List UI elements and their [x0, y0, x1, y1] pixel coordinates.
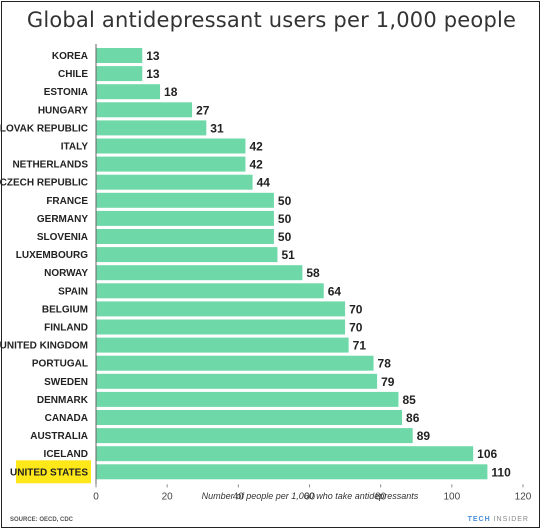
value-label: 110 [491, 465, 511, 479]
bar [96, 120, 207, 136]
value-label: 78 [378, 357, 392, 371]
x-axis: 0 20 40 60 80 100 120 [93, 44, 532, 502]
bar [96, 301, 346, 317]
value-label: 13 [146, 67, 160, 81]
value-label: 64 [328, 284, 342, 298]
value-label: 86 [406, 411, 420, 425]
value-label: 27 [196, 103, 210, 117]
category-label: UNITED STATES [10, 467, 88, 478]
category-label: PORTUGAL [32, 359, 88, 370]
x-tick-label: 100 [443, 491, 460, 502]
category-label: ITALY [61, 142, 89, 153]
category-label: NORWAY [44, 268, 88, 279]
value-label: 50 [278, 212, 292, 226]
value-label: 106 [477, 447, 497, 461]
value-label: 50 [278, 230, 292, 244]
x-tick-label: 80 [375, 491, 387, 502]
x-tick-label: 20 [162, 491, 174, 502]
category-label: CZECH REPUBLIC [0, 178, 88, 189]
bar [96, 210, 274, 226]
bar [96, 192, 274, 208]
bar [96, 84, 161, 100]
value-label: 79 [381, 375, 395, 389]
category-label: UNITED KINGDOM [0, 341, 88, 352]
bars-layer: KOREA 13 CHILE 13 ESTONIA 18 HUNGARY 27 SLOVAK R… [0, 48, 511, 484]
bar [96, 337, 349, 353]
bar [96, 229, 274, 244]
category-label: FRANCE [46, 196, 88, 207]
value-label: 71 [353, 339, 367, 353]
bar [96, 66, 143, 82]
x-tick-label: 120 [515, 491, 532, 502]
category-label: HUNGARY [38, 105, 89, 116]
value-label: 44 [257, 176, 271, 190]
bar [96, 410, 403, 425]
highlight-box [16, 460, 91, 484]
value-label: 58 [306, 266, 320, 280]
bar [96, 373, 378, 389]
x-tick-label: 60 [304, 491, 316, 502]
category-label: SLOVAK REPUBLIC [0, 123, 88, 134]
value-label: 89 [417, 429, 431, 443]
bar [96, 138, 246, 154]
category-label: SWEDEN [44, 377, 88, 388]
bar [96, 283, 324, 299]
value-label: 85 [402, 393, 416, 407]
x-tick-label: 40 [233, 491, 245, 502]
value-label: 18 [164, 85, 178, 99]
bar [96, 102, 193, 118]
value-label: 70 [349, 321, 363, 335]
category-label: ESTONIA [44, 87, 88, 98]
bar [96, 446, 474, 462]
brand-part-1: TECH [467, 516, 491, 523]
value-label: 31 [210, 121, 224, 135]
category-label: FINLAND [44, 323, 88, 334]
bar [96, 48, 143, 63]
x-tick-label: 0 [93, 491, 99, 502]
category-label: CANADA [45, 413, 88, 424]
brand-logo: TECH INSIDER [468, 516, 529, 523]
category-label: SPAIN [58, 286, 88, 297]
category-label: CHILE [58, 69, 88, 80]
category-label: DENMARK [37, 395, 89, 406]
bar [96, 391, 399, 407]
category-label: KOREA [52, 51, 88, 62]
bar [96, 247, 278, 263]
bar [96, 464, 488, 480]
bar [96, 355, 374, 371]
value-label: 42 [249, 158, 263, 172]
bar [96, 156, 246, 172]
brand-part-2: INSIDER [493, 516, 529, 523]
value-label: 42 [249, 140, 263, 154]
bar [96, 174, 253, 190]
category-label: SLOVENIA [37, 232, 88, 243]
category-label: LUXEMBOURG [16, 250, 88, 261]
bar [96, 265, 303, 281]
category-label: BELGIUM [42, 304, 88, 315]
bar [96, 428, 413, 444]
source-note: SOURCE: OECD, CDC [10, 517, 74, 523]
value-label: 70 [349, 302, 363, 316]
x-axis-label: Number of people per 1,000 who take anti… [202, 491, 419, 501]
bar [96, 319, 346, 335]
category-label: AUSTRALIA [30, 431, 88, 442]
chart-title: Global antidepressant users per 1,000 pe… [26, 8, 517, 32]
category-label: GERMANY [37, 214, 88, 225]
value-label: 13 [146, 49, 160, 63]
category-label: NETHERLANDS [12, 160, 88, 171]
category-label: ICELAND [44, 449, 88, 460]
value-label: 50 [278, 194, 292, 208]
value-label: 51 [281, 248, 295, 262]
